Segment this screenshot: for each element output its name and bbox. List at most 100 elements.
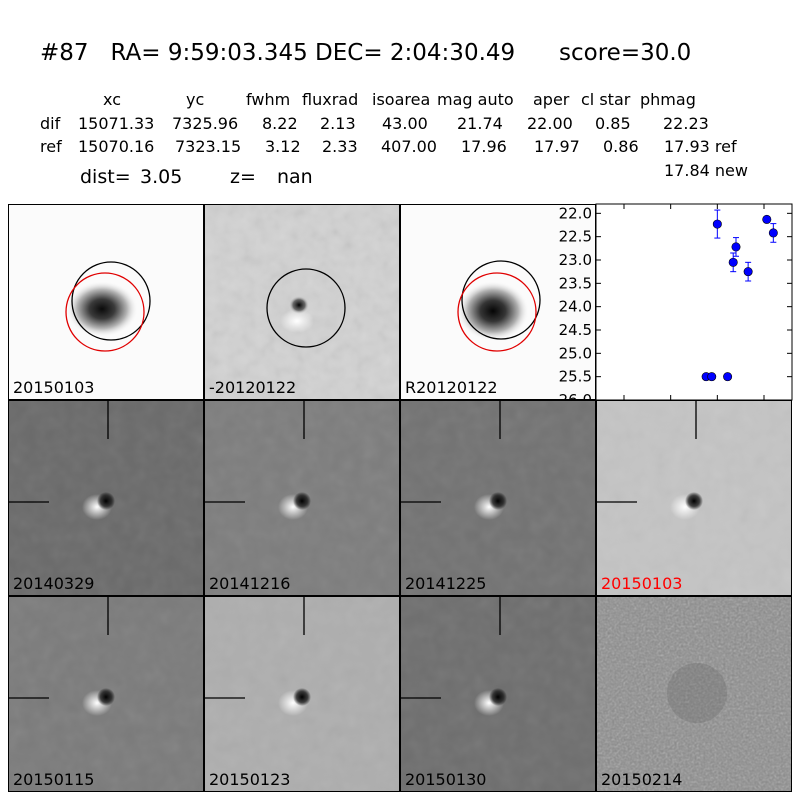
cutout-image bbox=[597, 401, 791, 595]
table-cell: 8.22 bbox=[262, 114, 298, 133]
dist-value: 3.05 bbox=[140, 166, 183, 188]
col-header-fluxrad: fluxrad bbox=[302, 90, 359, 109]
table-cell: 0.86 bbox=[603, 137, 639, 156]
col-header-phmag: phmag bbox=[640, 90, 696, 109]
table-cell: 7325.96 bbox=[172, 114, 239, 133]
panel-date-label: 20150214 bbox=[601, 770, 683, 789]
panel-date-label: 20150130 bbox=[405, 770, 487, 789]
table-cell: 17.97 bbox=[534, 137, 580, 156]
black-aperture-circle bbox=[71, 261, 151, 341]
cutout-image bbox=[401, 401, 595, 595]
panel-cutout: 20141225 bbox=[400, 400, 596, 596]
dist-label: dist= bbox=[80, 166, 131, 188]
panel-cutout: 20150123 bbox=[204, 596, 400, 792]
negative-residual bbox=[685, 492, 703, 510]
data-point bbox=[723, 372, 733, 382]
row-label-ref: ref bbox=[40, 137, 62, 156]
col-header-xc: xc bbox=[103, 90, 121, 109]
table-cell: 7323.15 bbox=[175, 137, 242, 156]
z-label: z= bbox=[230, 166, 256, 188]
y-tick-label: 22.5 bbox=[559, 228, 592, 246]
panel-date-label: 20150103 bbox=[13, 378, 95, 397]
panel-date-label: 20140329 bbox=[13, 574, 95, 593]
table-cell: 2.33 bbox=[322, 137, 358, 156]
data-point bbox=[768, 228, 778, 238]
y-tick-label: 24.5 bbox=[559, 321, 592, 339]
data-point bbox=[728, 257, 738, 267]
y-tick-label: 25.0 bbox=[559, 344, 592, 362]
panel-date-label-current: 20150103 bbox=[601, 574, 683, 593]
cutout-image bbox=[9, 597, 203, 791]
col-header-mag-auto: mag auto bbox=[437, 90, 514, 109]
panel-cutout: 20150115 bbox=[8, 596, 204, 792]
panel-cutout-current: 20150103 bbox=[596, 400, 792, 596]
table-cell: 3.12 bbox=[265, 137, 301, 156]
table-cell: 407.00 bbox=[381, 137, 437, 156]
y-tick-label: 23.0 bbox=[559, 251, 592, 269]
reference-cutout bbox=[457, 260, 541, 352]
cutout-image bbox=[205, 597, 399, 791]
panel-date-label: -20120122 bbox=[209, 378, 297, 397]
data-point bbox=[762, 214, 772, 224]
table-cell: 21.74 bbox=[457, 114, 503, 133]
cutout-image bbox=[9, 401, 203, 595]
star-blob bbox=[457, 281, 529, 341]
panel-reference-image: R20120122 bbox=[400, 204, 596, 400]
table-cell: 15070.16 bbox=[78, 137, 155, 156]
panel-date-label: 20141225 bbox=[405, 574, 487, 593]
panel-cutout-noise: 20150214 bbox=[596, 596, 792, 792]
panel-cutout: 20140329 bbox=[8, 400, 204, 596]
y-tick-label: 22.0 bbox=[559, 204, 592, 222]
negative-residual bbox=[489, 688, 507, 706]
red-aperture-circle bbox=[457, 272, 537, 352]
panel-cutout: 20150130 bbox=[400, 596, 596, 792]
black-aperture-circle bbox=[266, 268, 346, 348]
table-cell: 22.23 bbox=[663, 114, 709, 133]
panel-date-label: 20150115 bbox=[13, 770, 95, 789]
positive-residual bbox=[280, 309, 314, 333]
cutout-image bbox=[401, 597, 595, 791]
panel-date-label: 20150123 bbox=[209, 770, 291, 789]
negative-residual bbox=[489, 492, 507, 510]
lightcurve-plot: 22.022.523.023.524.024.525.025.526.0−100… bbox=[559, 203, 793, 422]
negative-residual bbox=[97, 492, 115, 510]
col-header-yc: yc bbox=[186, 90, 205, 109]
table-cell: 22.00 bbox=[527, 114, 573, 133]
data-point bbox=[743, 267, 753, 277]
table-cell: 17.93 ref bbox=[664, 137, 737, 156]
data-point bbox=[731, 242, 741, 252]
negative-residual bbox=[293, 688, 311, 706]
col-header-aper: aper bbox=[533, 90, 570, 109]
data-point bbox=[712, 219, 722, 229]
plot-frame bbox=[595, 203, 793, 401]
negative-residual bbox=[293, 492, 311, 510]
candidate-title: #87 RA= 9:59:03.345 DEC= 2:04:30.49 scor… bbox=[40, 40, 692, 66]
z-value: nan bbox=[277, 166, 313, 188]
negative-residual bbox=[97, 688, 115, 706]
red-aperture-circle bbox=[65, 272, 145, 352]
new-mag: 17.84 new bbox=[664, 161, 748, 180]
table-cell: 2.13 bbox=[320, 114, 356, 133]
star-blob bbox=[66, 281, 138, 337]
new-image-cutout bbox=[65, 261, 151, 352]
panel-difference-image: -20120122 bbox=[204, 204, 400, 400]
y-tick-label: 24.0 bbox=[559, 298, 592, 316]
y-tick-label: 23.5 bbox=[559, 274, 592, 292]
cutout-image bbox=[205, 401, 399, 595]
negative-residual bbox=[289, 296, 309, 314]
table-cell: 17.96 bbox=[461, 137, 507, 156]
panel-date-label: 20141216 bbox=[209, 574, 291, 593]
panel-lightcurve: 22.022.523.023.524.024.525.025.526.0−100… bbox=[559, 203, 793, 422]
black-aperture-circle bbox=[461, 260, 541, 340]
panel-new-image: 20150103 bbox=[8, 204, 204, 400]
cutout-image bbox=[597, 597, 791, 791]
panel-cutout: 20141216 bbox=[204, 400, 400, 596]
row-label-dif: dif bbox=[40, 114, 61, 133]
col-header-isoarea: isoarea bbox=[372, 90, 431, 109]
data-point bbox=[707, 372, 717, 382]
panel-date-label: R20120122 bbox=[405, 378, 498, 397]
faint-residual bbox=[667, 663, 727, 723]
table-cell: 0.85 bbox=[595, 114, 631, 133]
y-tick-label: 25.5 bbox=[559, 368, 592, 386]
col-header-fwhm: fwhm bbox=[246, 90, 291, 109]
